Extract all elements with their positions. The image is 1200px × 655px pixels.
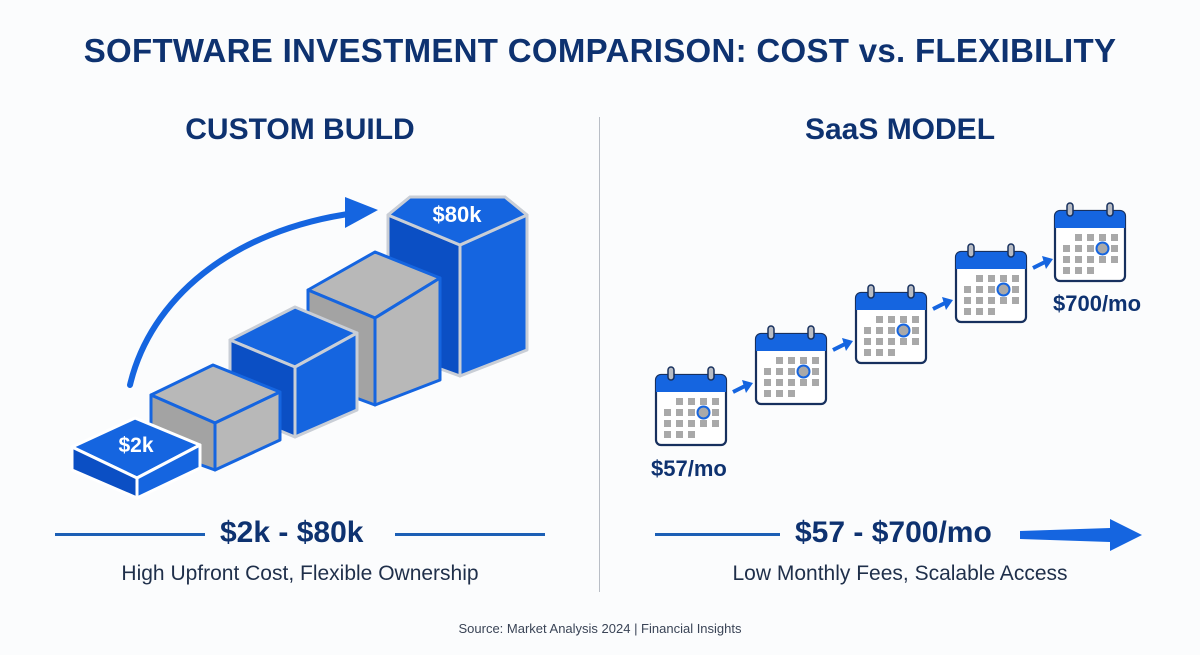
ascending-cubes-illustration: $80k $2k [70, 195, 529, 500]
custom-build-subtitle: High Upfront Cost, Flexible Ownership [121, 562, 479, 585]
svg-text:$80k: $80k [433, 202, 483, 227]
saas-model-subtitle: Low Monthly Fees, Scalable Access [732, 562, 1068, 585]
saas-model-range-text: $57 - $700/mo [795, 516, 992, 549]
arrow-icon-3 [931, 295, 955, 312]
growth-arrow-icon [127, 197, 378, 388]
section-divider [599, 117, 600, 592]
range-line-right [395, 533, 545, 536]
custom-build-title: CUSTOM BUILD [185, 113, 415, 146]
custom-build-range-text: $2k - $80k [220, 516, 364, 549]
arrow-icon-4 [1031, 254, 1055, 271]
calendar-icon-1 [654, 365, 728, 447]
range-line-left [55, 533, 205, 536]
saas-model-range: $57 - $700/mo [655, 516, 1145, 552]
saas-model-title: SaaS MODEL [804, 113, 996, 146]
calendar-icon-5 [1053, 201, 1127, 283]
svg-text:$700/mo: $700/mo [1053, 291, 1141, 316]
calendar-icon-4 [954, 242, 1028, 324]
ascending-calendars-illustration: $57/mo $700/mo [651, 201, 1141, 481]
cube-2k: $2k [70, 416, 202, 500]
cube-80k: $80k [386, 195, 529, 378]
arrow-icon-2 [831, 336, 855, 353]
calendar-icon-3 [854, 283, 928, 365]
svg-text:$57/mo: $57/mo [651, 456, 727, 481]
custom-build-range: $2k - $80k [55, 516, 545, 552]
calendar-icon-2 [754, 324, 828, 406]
source-footnote: Source: Market Analysis 2024 | Financial… [458, 621, 742, 636]
arrow-icon-1 [731, 378, 755, 395]
page-title: SOFTWARE INVESTMENT COMPARISON: COST vs.… [83, 32, 1117, 69]
right-arrow-icon [1020, 519, 1142, 551]
range-line-left [655, 533, 780, 536]
svg-text:$2k: $2k [118, 434, 153, 457]
